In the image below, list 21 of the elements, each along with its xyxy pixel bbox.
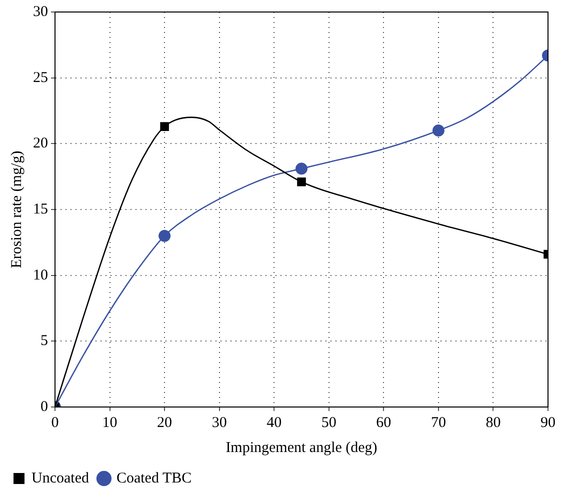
- x-tick-label: 20: [157, 414, 172, 431]
- y-axis-title: Erosion rate (mg/g): [8, 150, 25, 268]
- y-tick-label: 5: [40, 333, 48, 350]
- y-tick-label: 30: [33, 4, 48, 20]
- x-tick-label: 70: [430, 414, 446, 431]
- x-tick-label: 80: [486, 414, 501, 431]
- x-tick-label: 0: [51, 414, 59, 431]
- legend-label: Uncoated: [32, 470, 90, 486]
- y-tick-label: 0: [40, 398, 48, 415]
- x-tick-label: 90: [540, 414, 556, 431]
- x-tick-label: 60: [376, 414, 392, 431]
- y-tick-label: 25: [33, 70, 48, 86]
- y-tick-label: 20: [33, 136, 48, 152]
- x-axis-title: Impingement angle (deg): [226, 440, 378, 456]
- x-tick-label: 30: [212, 414, 227, 431]
- y-tick-label: 10: [33, 267, 48, 284]
- x-tick-label: 10: [102, 414, 118, 431]
- y-tick-label: 15: [33, 201, 48, 218]
- legend-label: Coated TBC: [116, 470, 192, 486]
- x-tick-label: 50: [321, 414, 336, 431]
- x-tick-label: 40: [266, 414, 282, 431]
